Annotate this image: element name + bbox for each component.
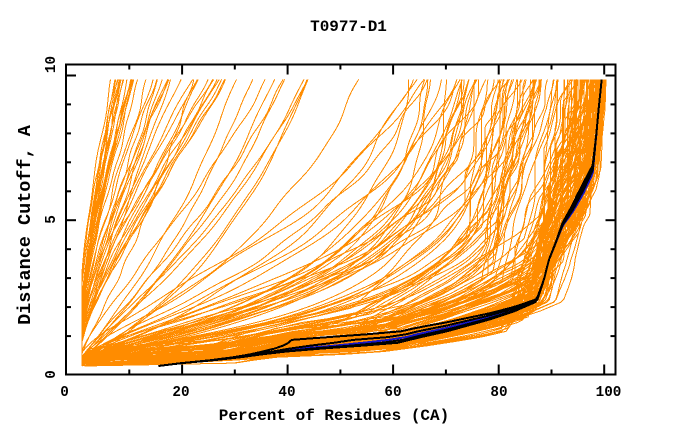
svg-text:80: 80 [490,385,507,401]
svg-text:10: 10 [44,56,60,73]
svg-text:60: 60 [384,385,401,401]
svg-text:0: 0 [44,370,60,379]
svg-text:5: 5 [44,215,60,224]
svg-text:0: 0 [60,385,69,401]
svg-text:100: 100 [596,385,622,401]
svg-text:40: 40 [278,385,295,401]
svg-text:Distance Cutoff, A: Distance Cutoff, A [15,124,36,325]
svg-text:T0977-D1: T0977-D1 [310,18,387,36]
svg-text:Percent of Residues (CA): Percent of Residues (CA) [219,407,449,425]
svg-text:20: 20 [172,385,189,401]
